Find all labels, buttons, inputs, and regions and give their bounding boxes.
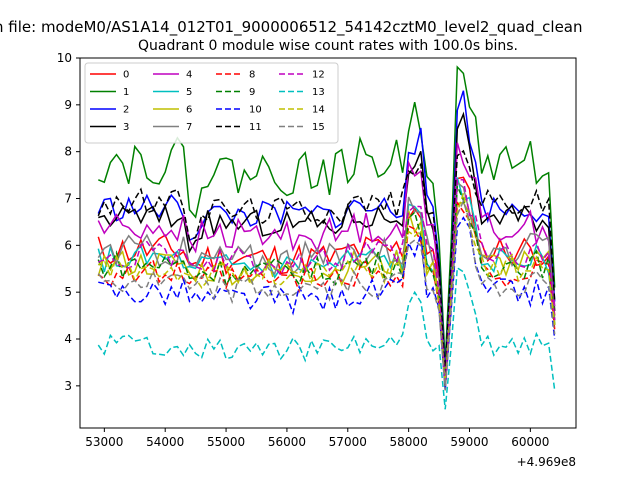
- axes-title: Quadrant 0 module wise count rates with …: [138, 38, 518, 54]
- legend-label: 4: [186, 70, 192, 81]
- y-tick-label: 7: [64, 192, 72, 206]
- y-tick-label: 10: [57, 51, 72, 65]
- series-line-1: [98, 65, 556, 363]
- y-tick-label: 3: [64, 379, 72, 393]
- series-line-13: [97, 266, 556, 410]
- y-tick-label: 4: [64, 332, 72, 346]
- y-tick-label: 5: [64, 285, 72, 299]
- series-line-2: [97, 90, 556, 372]
- x-offset-label: +4.969e8: [517, 455, 576, 469]
- y-tick-label: 8: [64, 145, 72, 159]
- x-axis: 53000 54000 55000 56000 57000 58000 59000 60000: [85, 428, 549, 449]
- legend-label: 15: [312, 122, 325, 133]
- legend-label: 9: [249, 87, 255, 98]
- y-tick-label: 6: [64, 238, 72, 252]
- axes-frame: [79, 57, 577, 429]
- y-tick-label: 9: [64, 98, 72, 112]
- legend-label: 11: [249, 122, 262, 133]
- series-line-14: [97, 193, 556, 386]
- legend-label: 2: [123, 105, 129, 116]
- x-tick-label: 56000: [268, 435, 306, 449]
- legend-label: 3: [123, 122, 129, 133]
- x-tick-label: 59000: [450, 435, 488, 449]
- series-layer: [97, 65, 556, 410]
- legend-frame: [84, 62, 339, 144]
- legend-label: 8: [249, 70, 255, 81]
- legend-label: 5: [186, 87, 192, 98]
- y-axis: 3 4 5 6 7 8 9 10: [57, 51, 80, 393]
- series-line-12: [98, 179, 556, 386]
- legend-label: 14: [312, 105, 325, 116]
- series-line-10: [98, 216, 556, 391]
- x-tick-label: 57000: [329, 435, 367, 449]
- figure-suptitle: n file: modeM0/AS1A14_012T01_9000006512_…: [0, 18, 583, 37]
- x-tick-label: 58000: [390, 435, 428, 449]
- legend-label: 0: [123, 70, 129, 81]
- legend-label: 10: [249, 105, 262, 116]
- series-line-4: [97, 142, 556, 377]
- legend-label: 13: [312, 87, 325, 98]
- series-line-11: [97, 149, 556, 377]
- legend-label: 6: [186, 105, 192, 116]
- series-line-15: [97, 198, 556, 391]
- x-tick-label: 55000: [207, 435, 245, 449]
- x-tick-label: 60000: [511, 435, 549, 449]
- legend-label: 12: [312, 70, 325, 81]
- legend-label: 1: [123, 87, 129, 98]
- legend-label: 7: [186, 122, 192, 133]
- x-tick-label: 54000: [146, 435, 184, 449]
- x-tick-label: 53000: [85, 435, 123, 449]
